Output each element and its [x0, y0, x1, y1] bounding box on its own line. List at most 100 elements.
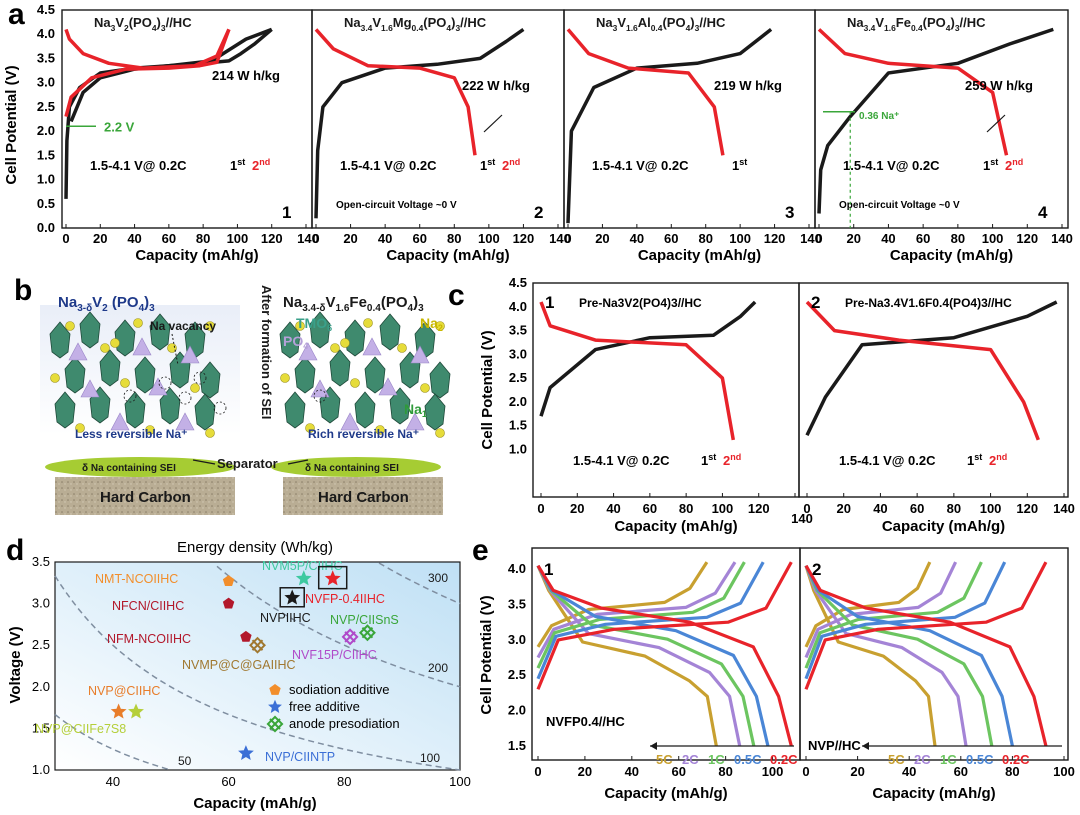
- e-x-tick-label: 20: [578, 764, 592, 779]
- po4-tetrahedron: [175, 412, 195, 431]
- na-atom: [295, 321, 305, 331]
- a-cycle-2nd: 2nd: [1005, 157, 1023, 173]
- d-contour-label: 50: [178, 754, 192, 768]
- a-series-2nd: [566, 28, 725, 156]
- a-y-tick-label: 0.5: [37, 196, 55, 211]
- a-panel-number: 1: [282, 203, 291, 222]
- c-y-axis-title: Cell Potential (V): [479, 330, 496, 449]
- d-point-pentagon: [240, 630, 252, 642]
- na-atom: [375, 425, 385, 435]
- na-atom: [363, 318, 373, 328]
- panel-b: Na3-δV2 (PO4)3 Na3.4-δV1.6Fe0.4(PO4)3 Na…: [40, 285, 451, 515]
- e-charge-1C: [804, 561, 983, 669]
- na-atom: [167, 343, 177, 353]
- e-panel-frame: [799, 547, 1069, 761]
- e-discharge-0.5C: [804, 564, 1014, 747]
- d-point-label: NFCN/CIIHC: [112, 599, 184, 613]
- c-panel-number: 2: [811, 293, 820, 312]
- na-atom: [397, 343, 407, 353]
- na-vacancy-arrow: [171, 333, 179, 366]
- e-rate-label: 0.5C: [966, 752, 994, 767]
- na-atom: [350, 378, 360, 388]
- tmo6-octahedron: [329, 349, 351, 387]
- d-point-label: NVM5P/CIIHC: [262, 559, 343, 573]
- e-y-tick-label: 2.0: [508, 703, 526, 718]
- d-contour-label: 200: [428, 661, 448, 675]
- d-point-star: [324, 570, 341, 586]
- c-x-tick-label: 60: [910, 501, 924, 516]
- e-x-tick-label: 20: [850, 764, 864, 779]
- e-x-tick-label: 60: [954, 764, 968, 779]
- c-cycle-1st: 1st: [701, 452, 716, 468]
- na-atom: [65, 321, 75, 331]
- panel-d: 300 200 100 50 40 60 80 100 1.0 1.5 2.0 2.5 3.0 3.5 Ca…: [7, 539, 471, 812]
- a-panel-frame: [311, 9, 565, 229]
- po4-label: PO4: [283, 333, 308, 351]
- d-point-label: NVPIIHC: [260, 611, 311, 625]
- tmo6-octahedron: [194, 393, 216, 431]
- d-point-star: [110, 703, 127, 719]
- na-atom: [280, 373, 290, 383]
- a-condition-label: 1.5-4.1 V@ 0.2C: [843, 158, 940, 173]
- e-x-tick-label: 80: [1005, 764, 1019, 779]
- tmo6-octahedron: [284, 391, 306, 429]
- c-y-tick-label: 4.0: [509, 299, 527, 314]
- a-x-tick-label: 0: [312, 231, 319, 246]
- d-y-tick-label: 1.0: [32, 762, 50, 777]
- d-y-tick-label: 1.5: [32, 720, 50, 735]
- d-contour-label: 300: [428, 571, 448, 585]
- e-discharge-0.2C: [536, 564, 793, 747]
- panel-a: 0.0 0.5 1.0 1.5 2.0 2.5 3.0 3.5 4.0 4.5 Cell Poten…: [3, 2, 1073, 264]
- a-x-axis-title: Capacity (mAh/g): [638, 247, 761, 264]
- c-y-tick-label: 3.0: [509, 346, 527, 361]
- a-panel-frame: [814, 9, 1069, 229]
- e-rate-label: 2C: [914, 752, 931, 767]
- d-point-label: NVP@CIIHC: [88, 684, 160, 698]
- c-cycle-1st: 1st: [967, 452, 982, 468]
- a-panel-number: 4: [1038, 203, 1048, 222]
- d-contour-label: 100: [420, 751, 440, 765]
- e-panel-number: 2: [812, 560, 821, 579]
- a-panel-number: 3: [785, 203, 794, 222]
- e-discharge-5C: [804, 565, 937, 747]
- e-x-tick-label: 0: [802, 764, 809, 779]
- a-cycle-2nd: 2nd: [252, 157, 270, 173]
- a-y-axis-title: Cell Potential (V): [3, 65, 20, 184]
- separator-arrow-left: [192, 459, 216, 465]
- d-point-label: NMT-NCOIIHC: [95, 572, 178, 586]
- sei-left: [45, 457, 235, 477]
- a-x-tick-label: 100: [227, 231, 249, 246]
- e-rate-label: 5C: [656, 752, 673, 767]
- tmo6-octahedron: [279, 321, 301, 359]
- tmo6-octahedron: [354, 391, 376, 429]
- c-x-tick-label: 0: [803, 501, 810, 516]
- tmo6-octahedron: [379, 313, 401, 351]
- a-x-tick-label: 40: [127, 231, 141, 246]
- a-x-tick-label: 80: [698, 231, 712, 246]
- d-point-star: [238, 745, 254, 761]
- a-x-tick-label: 0: [815, 231, 822, 246]
- na-vacancy-label: Na vacancy: [150, 319, 216, 333]
- tmo6-octahedron: [199, 361, 221, 399]
- e-x-axis-title: Capacity (mAh/g): [604, 785, 727, 802]
- c-x-tick-label: 100: [980, 501, 1002, 516]
- a-x-tick-label: 80: [196, 231, 210, 246]
- a-x-tick-label: 60: [916, 231, 930, 246]
- d-point-cross-line: [251, 639, 264, 651]
- tmo6-octahedron: [424, 393, 446, 431]
- e-y-tick-label: 3.0: [508, 632, 526, 647]
- a-y-tick-label: 1.5: [37, 147, 55, 162]
- e-charge-0.5C: [536, 561, 765, 680]
- c-condition-label: 1.5-4.1 V@ 0.2C: [839, 453, 936, 468]
- tmo6-octahedron: [294, 356, 316, 394]
- a-x-tick-label: 60: [412, 231, 426, 246]
- c-panel-title: Pre-Na3.4V1.6F0.4(PO4)3//HC: [845, 296, 1012, 310]
- d-point-pentagon: [222, 597, 235, 609]
- e-rate-label: 2C: [682, 752, 699, 767]
- po4-tetrahedron: [298, 342, 318, 361]
- c-x-tick-label: 60: [643, 501, 657, 516]
- a-x-tick-label: 100: [982, 231, 1004, 246]
- e-charge-0.5C: [804, 561, 1007, 680]
- d-point-label: NVMP@C@GAIIHC: [182, 658, 296, 672]
